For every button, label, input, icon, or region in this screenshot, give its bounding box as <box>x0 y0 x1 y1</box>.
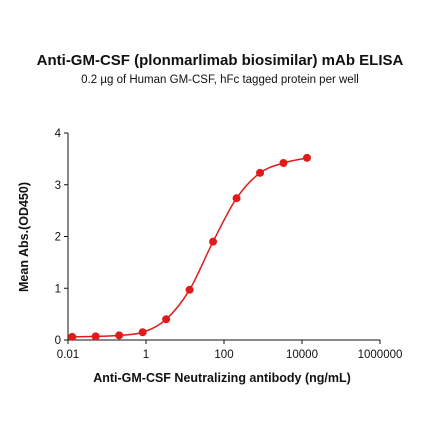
x-tick-label: 100 <box>214 349 233 361</box>
x-ticks: 0.01 1 100 10000 1000000 <box>57 340 403 361</box>
data-point <box>185 285 194 294</box>
fit-curve <box>72 157 308 338</box>
y-tick-label: 3 <box>55 180 61 192</box>
data-point <box>138 328 147 337</box>
y-axis-label: Mean Abs.(OD450) <box>17 182 31 292</box>
y-tick-label: 2 <box>55 232 61 244</box>
data-point <box>115 331 124 340</box>
x-tick-label: 0.01 <box>57 349 79 361</box>
data-point <box>232 194 241 203</box>
data-point <box>91 332 100 341</box>
data-point <box>162 315 171 324</box>
data-point <box>209 237 218 246</box>
y-tick-label: 1 <box>55 283 61 295</box>
data-point <box>279 159 288 168</box>
y-ticks: 0 1 2 3 4 <box>55 128 68 347</box>
data-point <box>68 332 77 341</box>
x-tick-label: 1 <box>143 349 149 361</box>
y-tick-label: 4 <box>55 128 62 140</box>
data-points <box>68 153 311 341</box>
data-point <box>302 153 311 162</box>
chart-title: Anti-GM-CSF (plonmarlimab biosimilar) mA… <box>36 52 404 69</box>
chart-subtitle: 0.2 µg of Human GM-CSF, hFc tagged prote… <box>81 74 359 86</box>
x-tick-label: 10000 <box>286 349 318 361</box>
x-tick-label: 1000000 <box>358 349 403 361</box>
data-point <box>256 168 265 177</box>
y-tick-label: 0 <box>55 335 61 347</box>
x-axis-label: Anti-GM-CSF Neutralizing antibody (ng/mL… <box>93 371 351 385</box>
axes <box>67 133 380 341</box>
